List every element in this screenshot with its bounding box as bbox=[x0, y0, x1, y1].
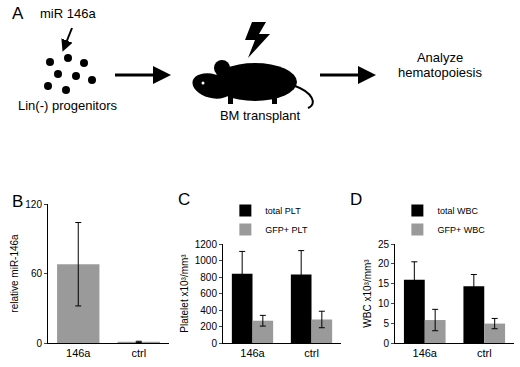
html-text:C: C bbox=[178, 190, 191, 209]
svg-text:60: 60 bbox=[31, 268, 43, 279]
html-text:D: D bbox=[350, 190, 363, 209]
svg-text:146a: 146a bbox=[66, 347, 91, 359]
svg-text:20: 20 bbox=[378, 258, 390, 269]
html-text:Analyze hematopoiesis: Analyze hematopoiesis bbox=[398, 50, 482, 80]
html-text:A: A bbox=[12, 4, 24, 23]
html-text:B: B bbox=[12, 192, 24, 211]
svg-text:total WBC: total WBC bbox=[437, 206, 478, 216]
svg-text:25: 25 bbox=[378, 239, 390, 250]
svg-text:GFP+ PLT: GFP+ PLT bbox=[265, 225, 308, 235]
svg-text:800: 800 bbox=[200, 272, 217, 283]
svg-text:ctrl: ctrl bbox=[477, 347, 492, 359]
svg-text:600: 600 bbox=[200, 288, 217, 299]
svg-text:15: 15 bbox=[378, 278, 390, 289]
svg-text:1000: 1000 bbox=[195, 255, 218, 266]
svg-text:200: 200 bbox=[200, 321, 217, 332]
svg-text:Platelet x10³/mm³: Platelet x10³/mm³ bbox=[179, 254, 190, 333]
svg-text:10: 10 bbox=[378, 298, 390, 309]
html-text:miR 146a: miR 146a bbox=[40, 6, 96, 21]
svg-text:GFP+ WBC: GFP+ WBC bbox=[437, 225, 485, 235]
svg-text:WBC x10³/mm³: WBC x10³/mm³ bbox=[362, 259, 373, 328]
svg-text:0: 0 bbox=[383, 338, 389, 349]
svg-text:total PLT: total PLT bbox=[265, 206, 301, 216]
svg-text:146a: 146a bbox=[413, 347, 438, 359]
svg-text:relative miR-146a: relative miR-146a bbox=[9, 234, 20, 313]
svg-text:ctrl: ctrl bbox=[131, 347, 146, 359]
svg-text:400: 400 bbox=[200, 305, 217, 316]
html-text:BM transplant: BM transplant bbox=[219, 108, 301, 123]
svg-text:1200: 1200 bbox=[195, 239, 218, 250]
svg-text:5: 5 bbox=[383, 318, 389, 329]
svg-text:ctrl: ctrl bbox=[304, 347, 319, 359]
svg-text:146a: 146a bbox=[240, 347, 265, 359]
svg-text:0: 0 bbox=[211, 338, 217, 349]
html-text:Lin(-) progenitors: Lin(-) progenitors bbox=[18, 98, 117, 113]
svg-text:0: 0 bbox=[36, 338, 42, 349]
svg-text:120: 120 bbox=[25, 199, 42, 210]
